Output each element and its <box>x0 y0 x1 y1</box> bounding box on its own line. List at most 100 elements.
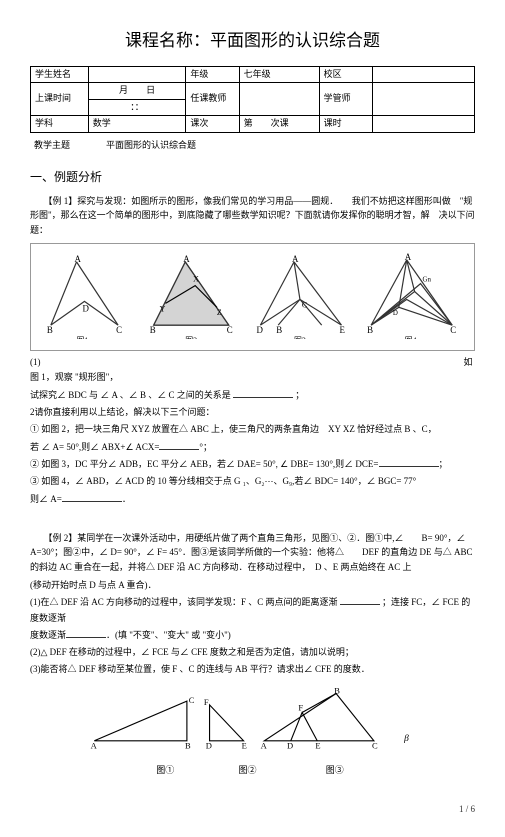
svg-text:B: B <box>185 740 191 750</box>
svg-text:C: C <box>188 695 194 705</box>
val-mgr <box>372 83 474 116</box>
label-student-name: 学生姓名 <box>31 66 89 83</box>
q1b: 试探究∠ BDC 与 ∠ A 、∠ B 、∠ C 之间的关系是 <box>30 390 231 400</box>
ex2-a: (移动开始时点 D 与点 A 重合)． <box>30 578 475 593</box>
ex2-q1c-row: 度数逐渐 ．(填 "不变"、"变大" 或 "变小") <box>30 628 475 643</box>
svg-text:A: A <box>292 254 299 264</box>
info-table: 学生姓名 年级 七年级 校区 上课时间 月 日 任课教师 学管师 ：： 学科 数… <box>30 66 475 133</box>
svg-text:B: B <box>47 325 53 335</box>
blank <box>159 440 199 450</box>
ex2-q3: (3)能否将△ DEF 移动至某位置，使 F 、C 的连线与 AB 平行？请求出… <box>30 662 475 677</box>
val-campus <box>372 66 474 83</box>
page-number: 1 / 6 <box>30 803 475 817</box>
svg-text:A: A <box>75 254 82 264</box>
label-grade: 年级 <box>186 66 239 83</box>
q2-2-row: ② 如图 3，DC 平分∠ ADB，EC 平分∠ AEB，若∠ DAE= 50°… <box>30 457 475 472</box>
figure1-svg: A B C D 图1 A B C X Y Z 图2 A D E <box>35 250 470 339</box>
figure1-row: A B C D 图1 A B C X Y Z 图2 A D E <box>30 243 475 351</box>
svg-text:E: E <box>241 740 246 750</box>
svg-text:Y: Y <box>160 304 166 313</box>
q2-1b-row: 若 ∠ A= 50°,则∠ ABX+∠ ACX= °； <box>30 440 475 455</box>
val-date-md: 月 日 <box>88 83 186 100</box>
svg-text:图3: 图3 <box>294 336 306 339</box>
svg-text:C: C <box>450 325 456 335</box>
label-campus: 校区 <box>319 66 372 83</box>
svg-text:图1: 图1 <box>77 336 89 339</box>
svg-text:D: D <box>256 325 263 335</box>
svg-text:B: B <box>150 325 156 335</box>
label-date: 上课时间 <box>31 83 89 116</box>
blank <box>340 595 380 605</box>
q2: 2请你直接利用以上结论，解决以下三个问题： <box>30 405 475 420</box>
q2-2: ② 如图 3，DC 平分∠ ADB，EC 平分∠ AEB，若∠ DAE= 50°… <box>30 459 379 469</box>
label-order: 课次 <box>186 116 239 133</box>
svg-text:图2: 图2 <box>185 336 197 339</box>
svg-text:图4: 图4 <box>405 336 417 339</box>
ex1-intro: 【例 1】探究与发现：如图所示的图形，像我们常见的学习用品——圆规． 我们不妨把… <box>30 194 475 237</box>
svg-text:A: A <box>90 740 97 750</box>
figure2-row: A B C D E F A C B D E F β <box>30 682 475 763</box>
label-mgr: 学管师 <box>319 83 372 116</box>
svg-text:B: B <box>334 686 340 696</box>
svg-text:F: F <box>203 697 208 707</box>
ex2-intro: 【例 2】某同学在一次课外活动中，用硬纸片做了两个直角三角形，见图①、②．图①中… <box>30 531 475 574</box>
q1a: (1) 如图 1，观察 "规形图"， <box>30 355 475 386</box>
q2-3b-row: 则∠ A= ． <box>30 492 475 507</box>
ex2-q2: (2)△ DEF 在移动的过程中，∠ FCE 与∠ CFE 度数之和是否为定值，… <box>30 645 475 660</box>
label-teacher: 任课教师 <box>186 83 239 116</box>
svg-text:C: C <box>227 325 233 335</box>
svg-text:C: C <box>372 740 378 750</box>
ex2-q1: (1)在△ DEF 沿 AC 方向移动的过程中，该同学发现：F 、C 两点间的距… <box>30 597 338 607</box>
page-title: 课程名称：平面图形的认识综合题 <box>30 28 475 54</box>
svg-text:E: E <box>315 740 320 750</box>
cap2: 图② <box>223 764 273 778</box>
ex2-q1c: ．(填 "不变"、"变大" 或 "变小") <box>106 630 231 640</box>
svg-text:Gn: Gn <box>423 277 432 284</box>
svg-text:A: A <box>405 252 412 262</box>
ex2-q1-row: (1)在△ DEF 沿 AC 方向移动的过程中，该同学发现：F 、C 两点间的距… <box>30 595 475 626</box>
val-grade: 七年级 <box>239 66 319 83</box>
svg-text:E: E <box>339 325 344 335</box>
val-order: 第 次课 <box>239 116 319 133</box>
svg-text:A: A <box>260 740 267 750</box>
val-teacher <box>239 83 319 116</box>
cap3: 图③ <box>275 764 395 778</box>
q2-3c: ． <box>122 494 131 504</box>
svg-text:B: B <box>367 325 373 335</box>
svg-text:F: F <box>298 702 303 712</box>
cap1: 图① <box>110 764 220 778</box>
val-student-name <box>88 66 186 83</box>
blank <box>233 388 293 398</box>
figure2-svg: A B C D E F A C B D E F β <box>83 686 423 754</box>
theme-label: 教学主题 <box>34 140 70 150</box>
q2-2b: ； <box>439 459 448 469</box>
svg-text:D: D <box>287 740 293 750</box>
blank <box>379 457 439 467</box>
date-day: 日 <box>146 85 155 95</box>
svg-text:C: C <box>302 301 307 310</box>
svg-text:Z: Z <box>217 308 222 317</box>
date-month: 月 <box>119 85 128 95</box>
blank <box>66 628 106 638</box>
q1b2: ； <box>295 390 304 400</box>
svg-text:D: D <box>82 303 89 313</box>
svg-text:B: B <box>276 325 282 335</box>
val-date-time: ：： <box>88 99 186 116</box>
svg-text:β: β <box>403 734 409 744</box>
val-subject: 数学 <box>88 116 186 133</box>
theme-row: 教学主题 平面图形的认识综合题 <box>30 137 475 155</box>
q2-3b: 则∠ A= <box>30 494 62 504</box>
section-heading: 一、例题分析 <box>30 168 475 186</box>
q2-1c: °； <box>199 442 212 452</box>
blank <box>62 492 122 502</box>
label-hours: 课时 <box>319 116 372 133</box>
svg-text:A: A <box>183 254 190 264</box>
q2-1b: 若 ∠ A= 50°,则∠ ABX+∠ ACX= <box>30 442 159 452</box>
label-subject: 学科 <box>31 116 89 133</box>
ex2-q1b2: 度数逐渐 <box>30 630 66 640</box>
q1b-row: 试探究∠ BDC 与 ∠ A 、∠ B 、∠ C 之间的关系是 ； <box>30 388 475 403</box>
svg-text:D: D <box>393 310 398 317</box>
svg-text:X: X <box>193 275 199 284</box>
figure2-captions: 图① 图② 图③ <box>30 764 475 778</box>
theme-val: 平面图形的认识综合题 <box>106 140 196 150</box>
